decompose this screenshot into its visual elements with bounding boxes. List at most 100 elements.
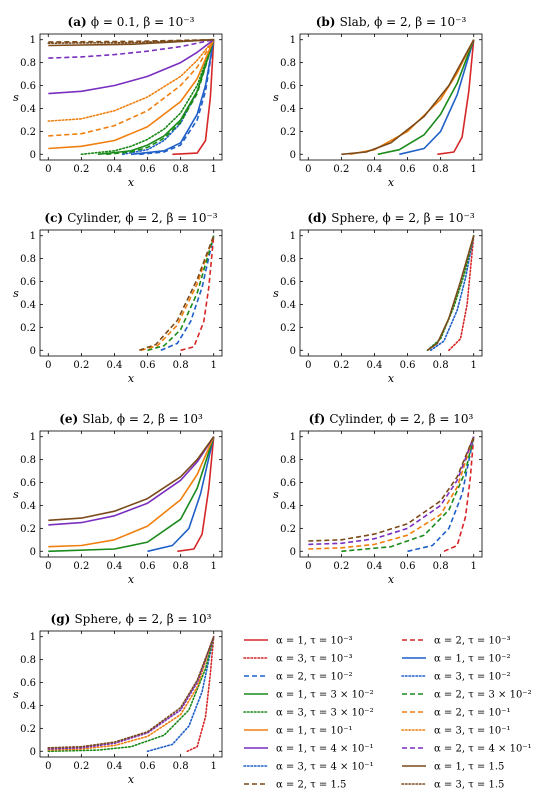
y-tick-label: 0.4	[20, 501, 36, 512]
y-tick-label: 0	[290, 547, 296, 558]
x-tick-label: 0.2	[73, 360, 89, 371]
panel-title: (f) Cylinder, ϕ = 2, β = 10³	[309, 412, 474, 426]
x-tick-label: 1	[211, 164, 217, 175]
plot-frame	[39, 630, 223, 758]
x-axis-label: x	[128, 372, 135, 385]
legend-label: α = 2, τ = 10⁻¹	[434, 708, 511, 719]
y-tick-label: 0	[290, 150, 296, 161]
x-tick-label: 0.6	[140, 360, 156, 371]
y-tick-label: 0.8	[280, 58, 296, 69]
x-tick-label: 0.6	[140, 561, 156, 572]
x-tick-label: 0.8	[173, 164, 189, 175]
legend-label: α = 2, τ = 3 × 10⁻²	[434, 690, 532, 701]
y-tick-label: 1	[290, 35, 296, 46]
y-tick-label: 0.6	[20, 478, 36, 489]
series-line	[429, 234, 475, 352]
legend-label: α = 3, τ = 10⁻²	[434, 672, 511, 683]
y-tick-label: 0.8	[20, 58, 36, 69]
y-tick-label: 0	[30, 150, 36, 161]
x-axis-label: x	[128, 176, 135, 189]
x-tick-label: 0	[45, 164, 51, 175]
plot-frame	[39, 430, 223, 558]
legend-label: α = 1, τ = 10⁻¹	[276, 726, 353, 737]
x-tick-label: 0	[45, 360, 51, 371]
panel-1: (a) ϕ = 0.1, β = 10⁻³ 0 0.2 0.4 0.6 0.8 1 0 0.2 0…	[13, 15, 223, 189]
panel-3: (c) Cylinder, ϕ = 2, β = 10⁻³ 0 0.2 0.4 0.6 0…	[13, 211, 223, 385]
x-tick-label: 0.6	[140, 164, 156, 175]
series-line	[48, 436, 215, 553]
x-tick-label: 0	[305, 164, 311, 175]
x-tick-label: 1	[211, 761, 217, 772]
panel-title: (d) Sphere, ϕ = 2, β = 10⁻³	[307, 211, 474, 225]
panel-title: (a) ϕ = 0.1, β = 10⁻³	[68, 15, 195, 29]
x-tick-label: 0.6	[400, 561, 416, 572]
x-tick-label: 0	[305, 561, 311, 572]
x-tick-label: 1	[211, 561, 217, 572]
legend-label: α = 3, τ = 10⁻³	[276, 654, 353, 665]
y-axis-label: s	[13, 91, 19, 104]
x-tick-label: 0.4	[107, 360, 123, 371]
y-tick-label: 0.2	[20, 323, 36, 334]
panel-4: (d) Sphere, ϕ = 2, β = 10⁻³ 0 0.2 0.4 0.6 0.8…	[273, 211, 483, 385]
series-line	[48, 38, 214, 59]
x-tick-label: 0.8	[433, 164, 449, 175]
series-line	[147, 235, 215, 352]
y-tick-label: 0	[30, 747, 36, 758]
x-tick-label: 0.2	[333, 561, 349, 572]
series-line	[177, 436, 215, 553]
x-tick-label: 1	[471, 360, 477, 371]
x-tick-label: 0	[305, 360, 311, 371]
legend-label: α = 3, τ = 4 × 10⁻¹	[276, 762, 374, 773]
series-line	[106, 39, 215, 156]
series-line	[426, 234, 475, 352]
x-tick-label: 0.4	[367, 561, 383, 572]
series-line	[139, 235, 215, 352]
legend-label: α = 1, τ = 4 × 10⁻¹	[276, 744, 374, 755]
y-axis-label: s	[13, 688, 19, 701]
plot-frame	[299, 229, 483, 357]
x-tick-label: 0.8	[433, 561, 449, 572]
y-axis-label: s	[13, 287, 19, 300]
panel-title: (b) Slab, ϕ = 2, β = 10⁻³	[316, 15, 467, 29]
series-line	[426, 235, 475, 351]
y-tick-label: 0.2	[20, 724, 36, 735]
series-line	[146, 635, 215, 753]
y-axis-label: s	[273, 91, 279, 104]
series-line	[48, 436, 215, 522]
plot-frame	[39, 33, 223, 161]
x-tick-label: 0.4	[367, 360, 383, 371]
series-line	[47, 38, 215, 44]
y-tick-label: 0.8	[280, 455, 296, 466]
y-tick-label: 0	[290, 346, 296, 357]
panel-title: (c) Cylinder, ϕ = 2, β = 10⁻³	[44, 211, 217, 225]
series-line	[172, 39, 215, 156]
panel-6: (f) Cylinder, ϕ = 2, β = 10³ 0 0.2 0.4 0.6 0.…	[273, 412, 483, 586]
x-tick-label: 0.6	[140, 761, 156, 772]
plot-frame	[299, 430, 483, 558]
panel-5: (e) Slab, ϕ = 2, β = 10³ 0 0.2 0.4 0.6 0.8 1 0 0…	[13, 412, 223, 586]
y-tick-label: 0.6	[20, 81, 36, 92]
y-tick-label: 1	[30, 632, 36, 643]
y-tick-label: 0.8	[20, 455, 36, 466]
legend: α = 1, τ = 10⁻³ α = 2, τ = 10⁻³ α = 3, τ =…	[243, 636, 532, 791]
y-tick-label: 0.8	[280, 254, 296, 265]
y-tick-label: 0.4	[20, 104, 36, 115]
plot-frame	[299, 33, 483, 161]
y-tick-label: 0	[30, 547, 36, 558]
plot-frame	[39, 229, 223, 357]
series-line	[48, 39, 215, 137]
legend-label: α = 3, τ = 10⁻¹	[434, 726, 511, 737]
x-tick-label: 0.8	[173, 761, 189, 772]
series-line	[349, 39, 475, 156]
series-line	[80, 38, 215, 156]
panel-7: (g) Sphere, ϕ = 2, β = 10³ 0 0.2 0.4 0.6 0.8 1…	[13, 612, 223, 786]
series-line	[407, 436, 475, 553]
legend-label: α = 1, τ = 3 × 10⁻²	[276, 690, 374, 701]
y-tick-label: 0.2	[280, 323, 296, 334]
y-tick-label: 0.4	[280, 104, 296, 115]
y-tick-label: 1	[290, 432, 296, 443]
series-line	[139, 39, 215, 156]
legend-label: α = 3, τ = 1.5	[434, 780, 504, 791]
series-line	[308, 436, 475, 546]
y-tick-label: 0.4	[280, 501, 296, 512]
